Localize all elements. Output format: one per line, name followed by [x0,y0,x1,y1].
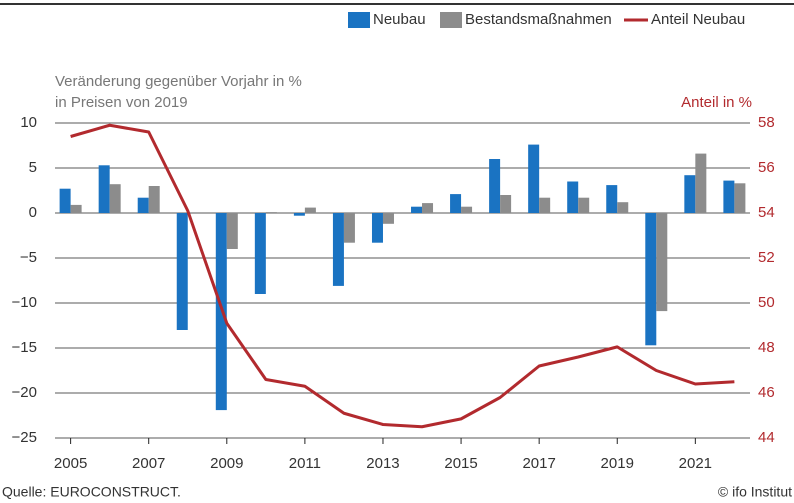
bar [293,213,305,216]
y-tick-label: −20 [12,384,37,401]
bar [578,197,590,213]
bar [176,213,188,330]
y2-tick-label: 56 [758,159,775,176]
x-tick-label: 2019 [601,455,634,472]
bar [371,213,383,243]
legend-swatch [348,12,370,28]
bar [461,206,473,213]
bar [109,184,121,213]
y-tick-label: −25 [12,429,37,446]
y2-axis-label: Anteil in % [681,94,752,111]
y-tick-label: 5 [29,159,37,176]
x-tick-label: 2011 [289,455,321,472]
bar [539,197,551,213]
x-tick-label: 2017 [522,455,555,472]
bar [382,213,394,224]
bar [617,202,629,213]
bar [656,213,668,312]
source: Quelle: EUROCONSTRUCT. [2,484,181,500]
bar [265,212,277,213]
line [70,123,735,429]
bar [343,213,355,243]
y2-tick-label: 44 [758,429,775,446]
legend-swatch [440,12,462,28]
bar [450,194,462,213]
y-tick-label: −5 [20,249,37,266]
legend-label: Neubau [373,11,426,28]
y-tick-label: −15 [12,339,37,356]
bar [304,207,316,213]
bar [606,185,618,213]
legend-label: Bestandsmaßnahmen [465,11,612,28]
y2-tick-label: 50 [758,294,775,311]
bar [684,175,696,213]
x-tick-label: 2015 [444,455,477,472]
bar [500,195,512,213]
y-tick-label: 0 [29,204,37,221]
y2-tick-label: 52 [758,249,775,266]
y-tick-label: 10 [20,114,37,131]
bar [723,180,735,213]
bar [70,204,82,213]
bar [734,183,746,213]
y2-tick-label: 54 [758,204,775,221]
bar [567,181,579,213]
bar [411,206,423,213]
bar [137,197,149,213]
y-tick-label: −10 [12,294,37,311]
bar [332,213,344,286]
bar [59,188,71,213]
bar [422,203,434,213]
x-tick-label: 2007 [132,455,165,472]
y2-tick-label: 46 [758,384,775,401]
bar [254,213,266,294]
x-tick-label: 2009 [210,455,243,472]
bar [645,213,657,346]
x-tick-label: 2013 [366,455,399,472]
y2-tick-label: 58 [758,114,775,131]
bar [489,159,501,213]
bar [528,144,540,213]
y-axis-label: Veränderung gegenüber Vorjahr in % [55,73,302,90]
y-axis-label: in Preisen von 2019 [55,94,188,111]
legend-label: Anteil Neubau [651,11,745,28]
x-tick-label: 2005 [54,455,87,472]
bar [226,213,238,249]
bar [98,165,110,213]
bar [148,186,160,213]
x-tick-label: 2021 [679,455,712,472]
bar [695,153,707,213]
credit: © ifo Institut [718,484,792,500]
y2-tick-label: 48 [758,339,775,356]
